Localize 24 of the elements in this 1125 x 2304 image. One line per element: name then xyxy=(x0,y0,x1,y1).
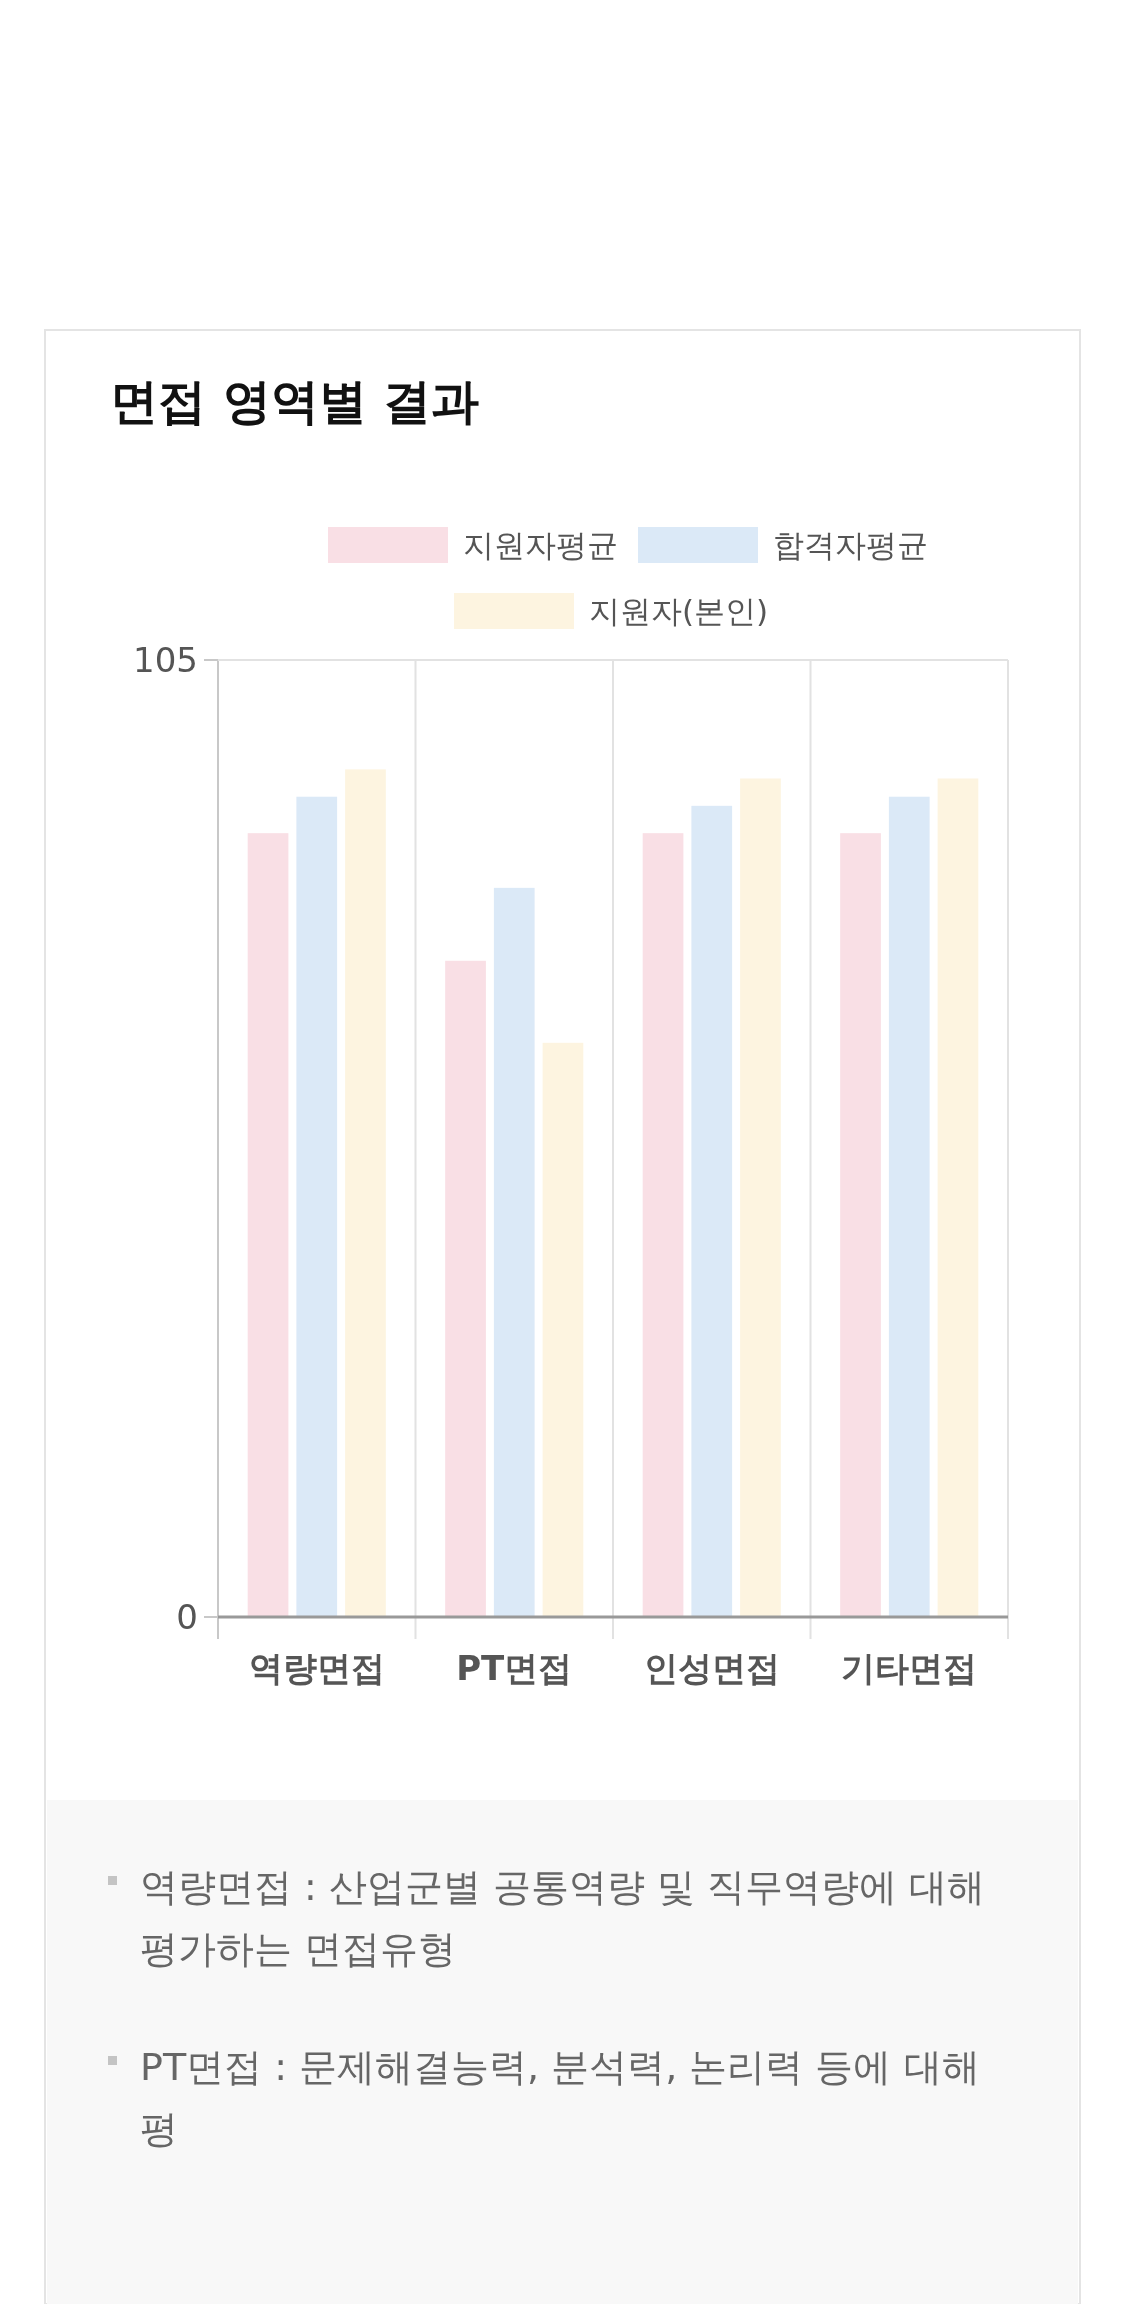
bar xyxy=(691,805,733,1617)
bar xyxy=(542,1042,584,1617)
bar xyxy=(840,833,881,1617)
text: PT면접 : 문제해결능력, 분석력, 논리력 등에 대해 평 xyxy=(140,2045,980,2151)
bar xyxy=(345,769,386,1617)
legend-label: 합격자평균 xyxy=(773,527,928,563)
legend-label: 지원자평균 xyxy=(463,527,618,563)
bar xyxy=(493,887,535,1617)
bar xyxy=(888,796,930,1617)
bar xyxy=(296,796,338,1617)
bar xyxy=(740,778,781,1617)
x-tick-label: 기타면접 xyxy=(841,1648,978,1688)
chart-title: 면접 영역별 결과 xyxy=(110,373,480,429)
bar xyxy=(445,960,486,1617)
x-tick-label: 인성면접 xyxy=(643,1648,780,1688)
bar xyxy=(937,778,979,1617)
bar xyxy=(642,833,684,1617)
legend-label: 지원자(본인) xyxy=(589,593,769,629)
bar xyxy=(247,833,289,1617)
y-tick-label: 0 xyxy=(176,1597,198,1637)
x-tick-label: PT면접 xyxy=(456,1648,573,1688)
text: 역량면접 : 산업군별 공통역량 및 직무역량에 대해 평가하는 면접유형 xyxy=(140,1865,986,1971)
y-tick-label: 105 xyxy=(133,640,198,680)
x-tick-label: 역량면접 xyxy=(248,1648,385,1688)
